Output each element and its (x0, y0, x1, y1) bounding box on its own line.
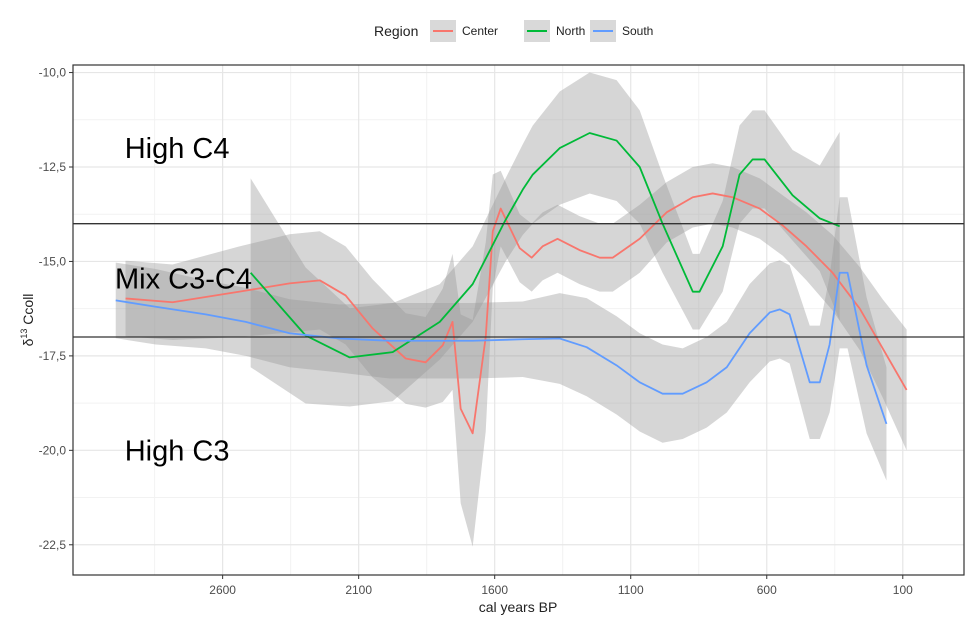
ribbon-south (115, 197, 887, 481)
legend: Region Center North South (374, 20, 653, 42)
series-line-south (115, 271, 888, 425)
y-axis: -10,0 -12,5 -15,0 -17,5 -20,0 -22,5 (39, 66, 73, 552)
x-tick-label: 1100 (618, 583, 644, 597)
series-line-north (249, 132, 841, 359)
series-lines (115, 132, 908, 435)
ribbon-north (250, 72, 840, 407)
y-axis-title: δ13 Ccoll (19, 294, 36, 347)
y-tick-label: -17,5 (39, 349, 67, 363)
confidence-ribbons (115, 72, 907, 547)
legend-label-south: South (622, 24, 653, 38)
y-title-delta: δ (20, 338, 36, 346)
x-tick-label: 2100 (345, 583, 372, 597)
y-tick-label: -12,5 (39, 160, 67, 174)
x-tick-label: 1600 (481, 583, 508, 597)
legend-label-center: Center (462, 24, 498, 38)
x-tick-label: 600 (757, 583, 777, 597)
x-tick-label: 2600 (209, 583, 236, 597)
x-tick-label: 100 (893, 583, 913, 597)
annotation-mix-c3-c4: Mix C3-C4 (115, 263, 252, 295)
annotation-high-c3: High C3 (125, 435, 230, 467)
legend-label-north: North (556, 24, 585, 38)
panel-border (72, 64, 965, 576)
ribbon-center (125, 163, 907, 547)
x-axis-title: cal years BP (479, 599, 558, 615)
annotation-high-c4: High C4 (125, 133, 230, 165)
y-tick-label: -10,0 (39, 66, 67, 80)
legend-title: Region (374, 23, 418, 39)
y-tick-label: -22,5 (39, 538, 67, 552)
threshold-lines (73, 223, 964, 338)
y-tick-label: -15,0 (39, 254, 67, 268)
grid (73, 65, 964, 575)
series-line-center (125, 192, 908, 435)
annotations: High C4 Mix C3-C4 High C3 (115, 133, 252, 467)
y-tick-label: -20,0 (39, 443, 67, 457)
y-title-superscript: 13 (19, 329, 29, 339)
y-title-rest: Ccoll (20, 294, 36, 329)
x-axis: 2600 2100 1600 1100 600 100 (209, 575, 913, 597)
